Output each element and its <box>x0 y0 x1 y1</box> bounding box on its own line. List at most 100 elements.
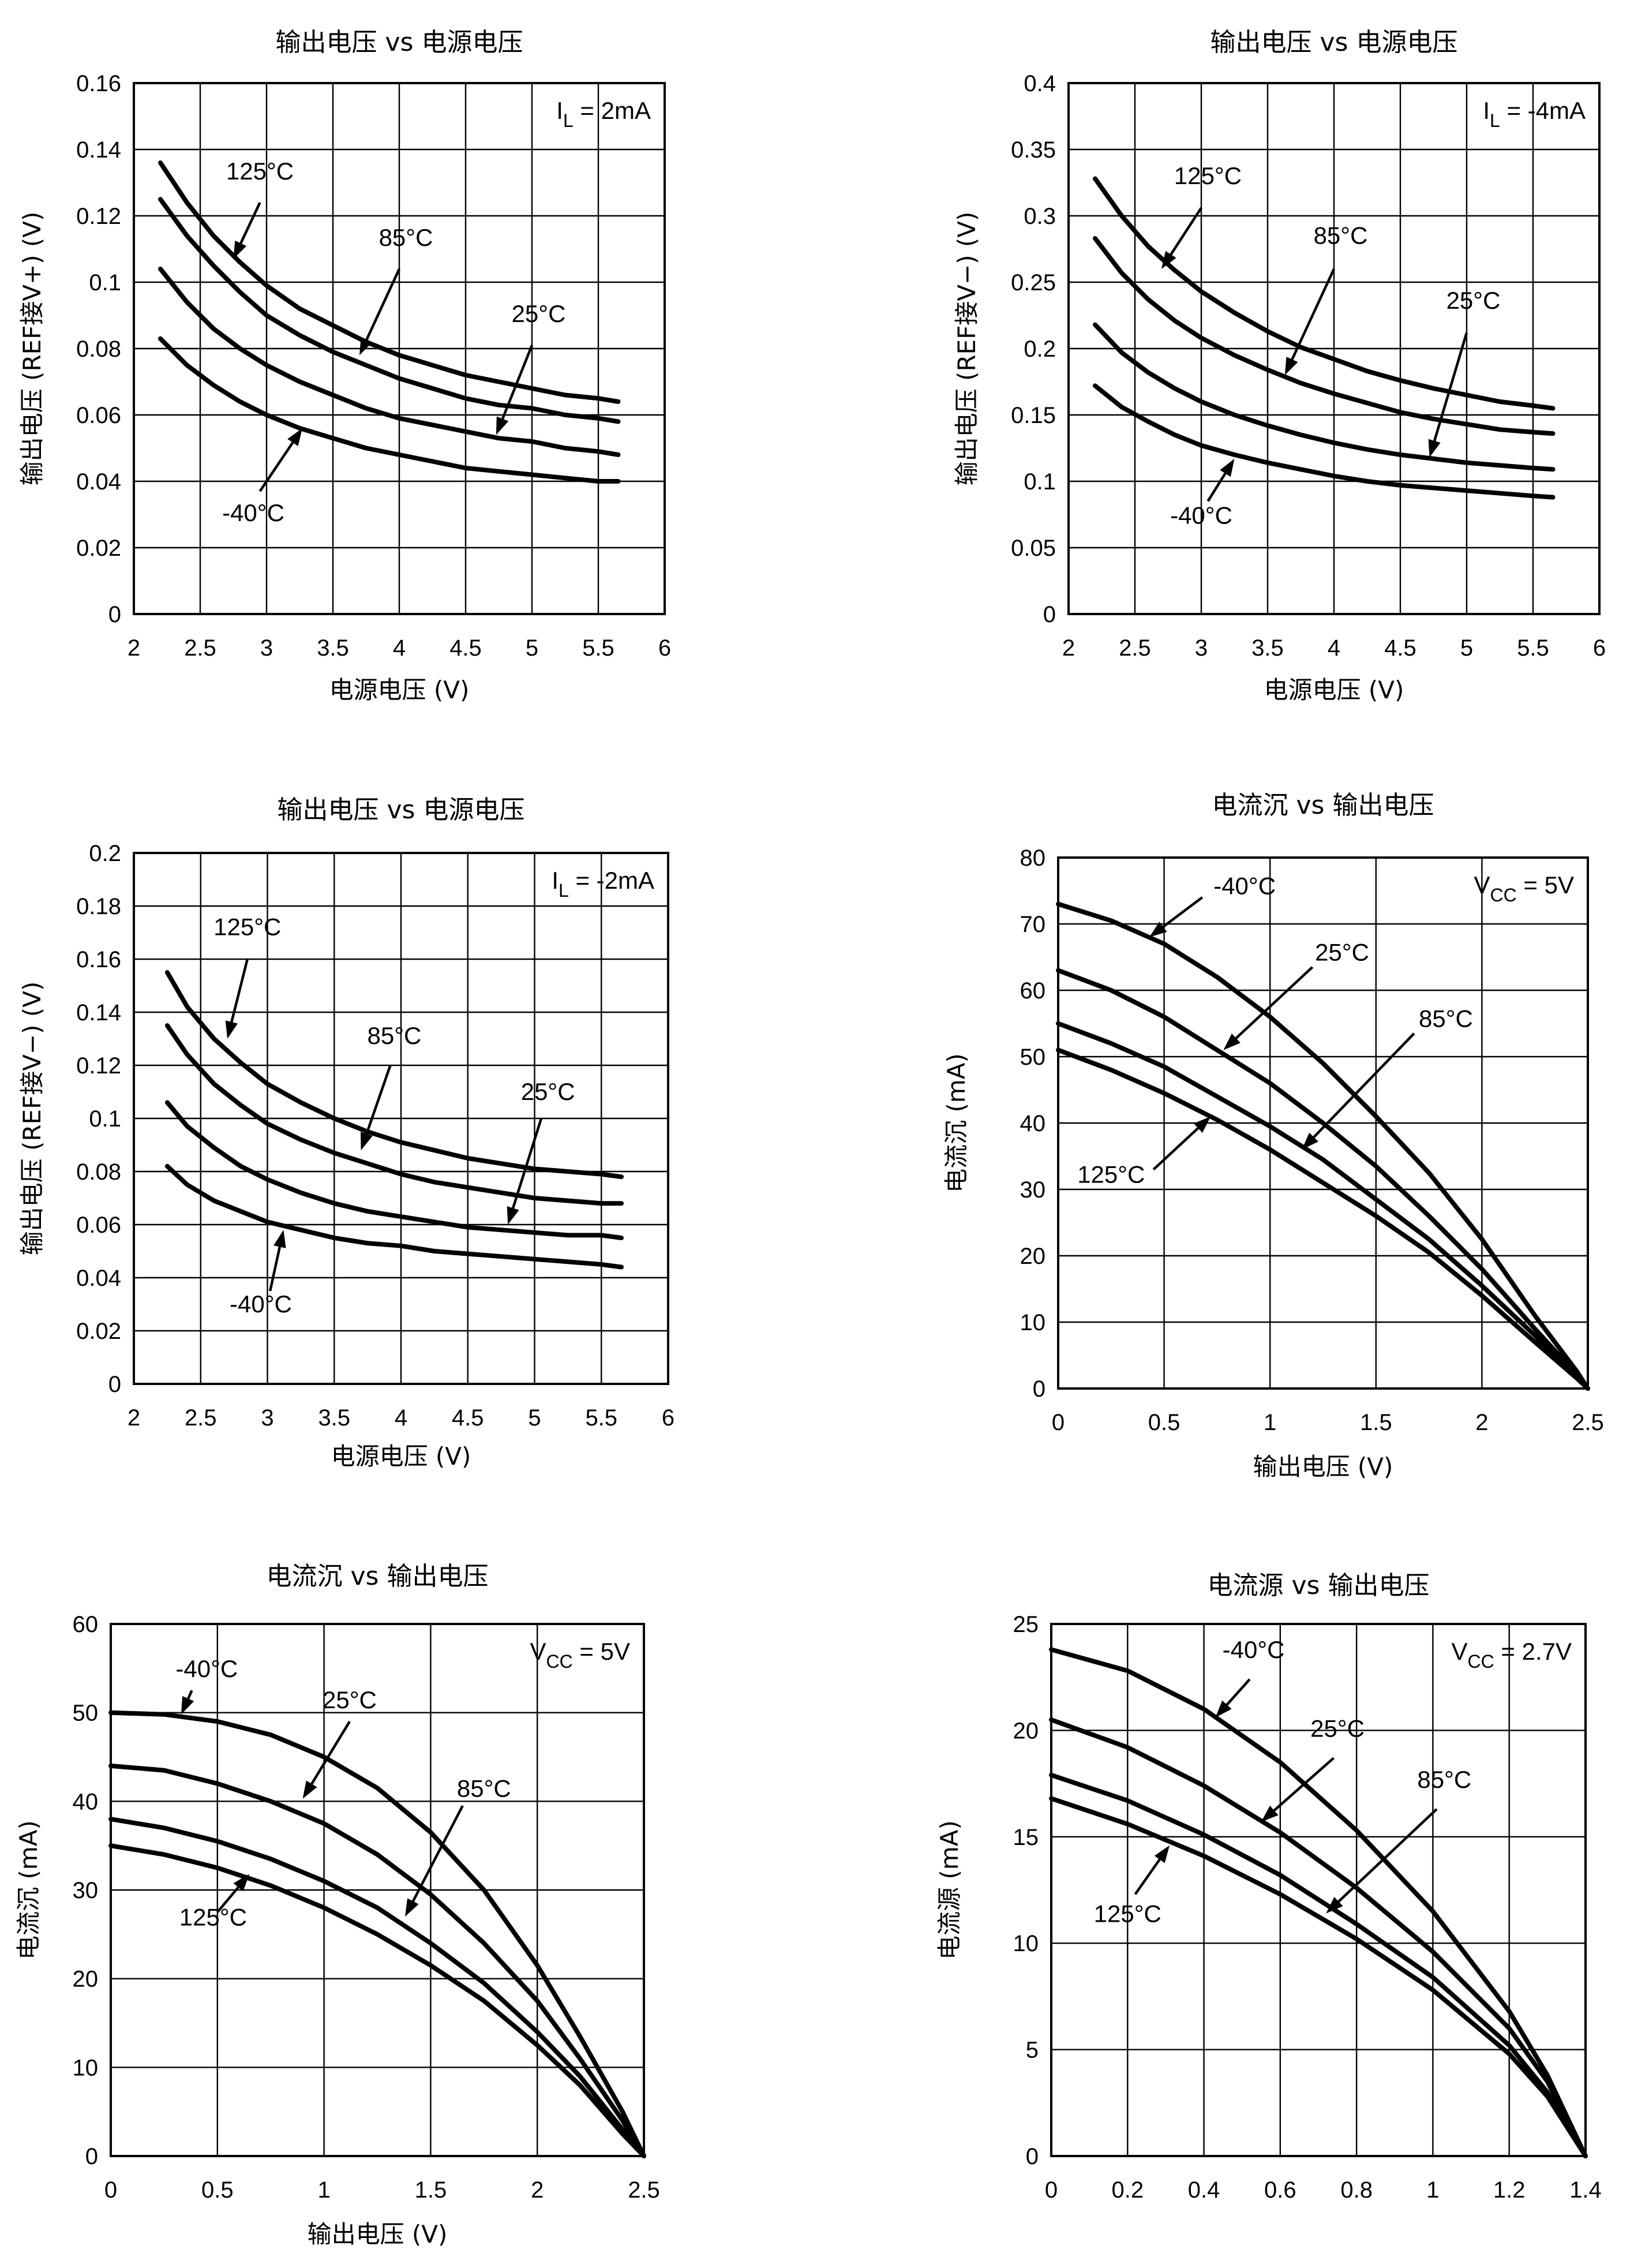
chart-title: 输出电压 vs 电源电压 <box>1210 28 1458 57</box>
arrowhead-icon <box>1149 922 1167 937</box>
arrowhead-icon <box>233 240 247 259</box>
series-label: 125°C <box>1094 1900 1161 1927</box>
arrowhead-icon <box>1154 1845 1170 1863</box>
series-label: -40°C <box>230 1290 292 1318</box>
series-curve <box>108 1710 646 2158</box>
x-tick-label: 5 <box>1460 635 1473 661</box>
x-tick-label: 3 <box>261 1405 273 1431</box>
arrowhead-icon <box>1428 439 1441 458</box>
series-label: 125°C <box>1174 162 1242 189</box>
y-tick-label: 0.2 <box>89 841 121 866</box>
series-curve <box>158 267 621 457</box>
x-tick-label: 4.5 <box>449 635 482 661</box>
series-curve <box>164 1100 624 1240</box>
x-tick-label: 6 <box>658 635 671 661</box>
y-axis-label: 输出电压 (REF接V−) (V) <box>18 982 46 1256</box>
arrowhead-icon <box>225 1020 238 1039</box>
x-tick-label: 0.2 <box>1111 2177 1144 2203</box>
y-tick-label: 0 <box>1026 2144 1039 2169</box>
x-tick-label: 1 <box>1264 1410 1276 1435</box>
x-tick-label: 0.4 <box>1188 2177 1220 2203</box>
series-curve <box>1093 383 1556 500</box>
series-label: 25°C <box>1315 938 1369 965</box>
series-pointer-arrow <box>365 268 401 340</box>
series-curve <box>1049 1647 1588 2158</box>
x-tick-label: 1.4 <box>1569 2177 1602 2203</box>
y-tick-label: 50 <box>1020 1045 1046 1070</box>
chart-vout-vs-vsupply-ref-vplus: 2 2.5 3 3.5 4 4.5 5 5.5 6 0 0.02 0.04 0.06 0.08 0.1 0.1… <box>18 28 671 704</box>
series-curve <box>1093 322 1556 472</box>
x-tick-label: 1.2 <box>1493 2177 1526 2203</box>
y-tick-label: 0.16 <box>76 947 121 972</box>
chart-title: 输出电压 vs 电源电压 <box>278 795 525 825</box>
series-pointer-arrow <box>310 1720 351 1785</box>
series-label: 85°C <box>457 1775 511 1802</box>
arrowhead-icon <box>1261 1805 1279 1822</box>
plot-frame <box>1050 1623 1587 2157</box>
arrowhead-icon <box>302 1780 317 1799</box>
series-pointer-arrow <box>1235 966 1314 1039</box>
series-pointer-arrow <box>216 1886 239 1913</box>
chart-vout-vs-vsupply-ref-vminus-2ma: 2 2.5 3 3.5 4 4.5 5 5.5 6 0 0.02 0.04 0.06 0.08 0.1 0.1… <box>18 795 674 1470</box>
arrowhead-icon <box>359 336 373 355</box>
x-tick-label: 0.5 <box>201 2177 234 2203</box>
x-tick-label: 0.8 <box>1340 2177 1373 2203</box>
series-curve <box>158 197 621 424</box>
y-axis-label: 电流沉 (mA) <box>14 1820 43 1960</box>
series-pointer-arrow <box>512 1118 543 1209</box>
x-tick-label: 2.5 <box>628 2177 660 2203</box>
y-tick-label: 40 <box>1020 1111 1046 1136</box>
condition-annotation: IL = -2mA <box>552 867 654 901</box>
series-curve <box>164 1023 624 1206</box>
y-tick-label: 0.02 <box>76 536 121 561</box>
y-tick-label: 0.4 <box>1024 71 1056 96</box>
y-tick-label: 80 <box>1020 845 1046 871</box>
series-pointer-arrow <box>268 1247 282 1292</box>
arrowhead-icon <box>1215 1700 1232 1718</box>
series-curve <box>1049 1717 1588 2158</box>
plot-frame <box>110 1623 645 2157</box>
y-tick-label: 60 <box>73 1612 99 1637</box>
chart-source-current-vs-vout: 0 0.2 0.4 0.6 0.8 1 1.2 1.4 0 5 10 15 20 25 电流源 vs 输出电… <box>935 1571 1602 2203</box>
y-tick-label: 0.15 <box>1011 403 1056 428</box>
x-tick-label: 5.5 <box>585 1405 617 1431</box>
condition-annotation: VCC = 5V <box>1474 871 1574 905</box>
x-tick-label: 3.5 <box>317 635 349 661</box>
arrowhead-icon <box>1161 250 1176 269</box>
chart-title: 电流源 vs 输出电压 <box>1208 1571 1430 1600</box>
x-axis-label: 电源电压 (V) <box>331 1442 471 1470</box>
arrowhead-icon <box>1220 458 1235 477</box>
series-curve <box>108 1817 646 2158</box>
series-label: 85°C <box>368 1022 422 1049</box>
series-pointer-arrow <box>1134 1858 1161 1895</box>
y-tick-label: 0 <box>108 602 121 627</box>
plot-frame <box>133 852 669 1385</box>
plot-frame <box>1057 856 1589 1390</box>
x-tick-label: 0.6 <box>1264 2177 1296 2203</box>
y-tick-label: 0 <box>85 2144 98 2169</box>
series-curve <box>1056 968 1590 1391</box>
arrowhead-icon <box>496 416 509 435</box>
x-tick-label: 1.5 <box>1360 1410 1392 1435</box>
y-tick-label: 0 <box>108 1372 121 1397</box>
series-pointer-arrow <box>501 345 534 420</box>
x-tick-label: 4.5 <box>452 1405 484 1431</box>
y-tick-label: 20 <box>1020 1244 1046 1269</box>
x-tick-label: 2 <box>128 635 140 661</box>
series-pointer-arrow <box>239 202 261 244</box>
series-label: 85°C <box>1419 1005 1473 1032</box>
y-tick-label: 0.14 <box>76 137 121 163</box>
chart-title: 输出电压 vs 电源电压 <box>276 28 523 57</box>
condition-annotation: VCC = 5V <box>530 1638 630 1672</box>
y-tick-label: 15 <box>1013 1825 1039 1850</box>
y-tick-label: 0.04 <box>76 469 121 495</box>
x-tick-label: 3.5 <box>1251 635 1284 661</box>
x-tick-label: 1 <box>317 2177 330 2203</box>
series-label: 25°C <box>521 1078 575 1105</box>
series-curve <box>158 336 621 484</box>
x-tick-label: 2.5 <box>184 635 216 661</box>
arrowhead-icon <box>233 1874 250 1892</box>
series-pointer-arrow <box>1273 1757 1335 1812</box>
y-tick-label: 60 <box>1020 978 1046 1004</box>
y-tick-label: 10 <box>1020 1310 1046 1335</box>
